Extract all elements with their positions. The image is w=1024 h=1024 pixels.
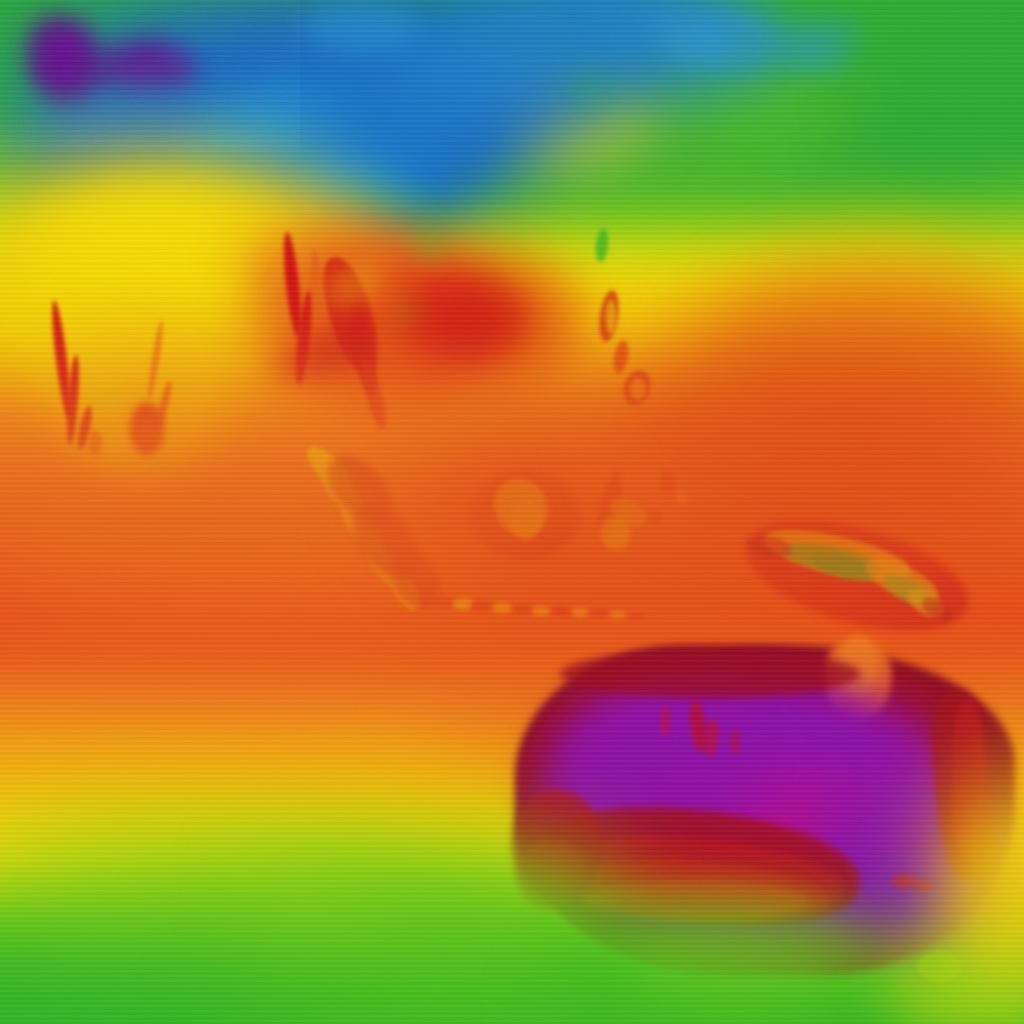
temperature-map-canvas[interactable]: Global Temperature Forecast Map South As… bbox=[0, 0, 1024, 1024]
tasman-sea-warm-wedge bbox=[880, 760, 1024, 1024]
east-asia-cold-pockets bbox=[560, 0, 864, 104]
